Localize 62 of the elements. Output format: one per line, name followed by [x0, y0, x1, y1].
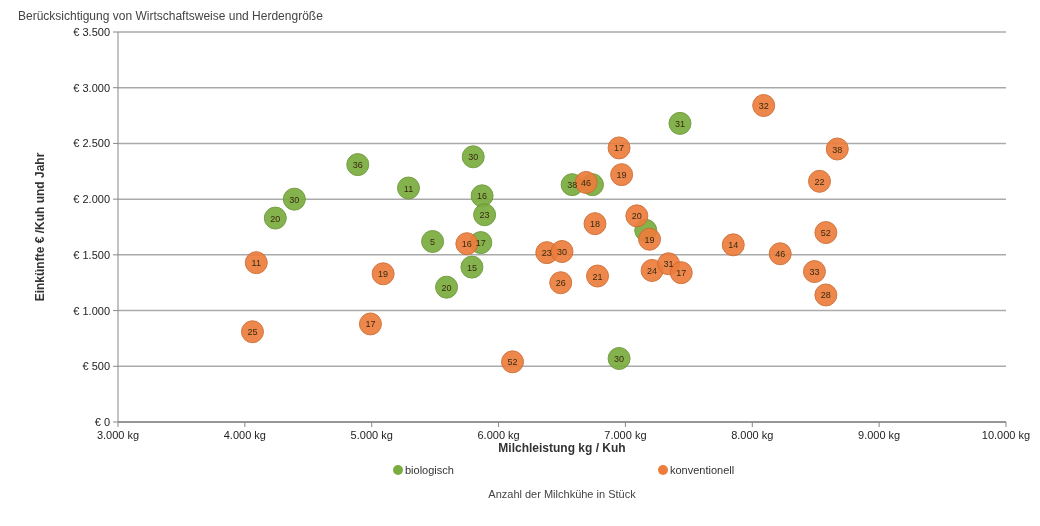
annotation: 25	[247, 327, 258, 338]
annotation: 20	[441, 282, 452, 293]
annotation: 46	[581, 177, 592, 188]
annotation: 17	[365, 319, 376, 330]
annotation: 18	[589, 219, 600, 230]
annotation: 23	[541, 248, 552, 259]
annotation: 11	[251, 258, 261, 269]
x-tick-label: 8.000 kg	[731, 429, 774, 441]
annotation: 17	[614, 143, 625, 154]
x-tick-label: 3.000 kg	[96, 429, 140, 441]
annotation: 14	[728, 240, 739, 251]
x-tick-label: 10.000 kg	[981, 429, 1031, 441]
annotation: 16	[477, 191, 488, 202]
annotation: 30	[289, 194, 300, 205]
annotation: 33	[809, 267, 820, 278]
y-axis-title: Einkünfte € /Kuh und Jahr	[33, 152, 47, 302]
annotation: 24	[647, 265, 658, 276]
annotation: 17	[676, 268, 687, 279]
annotation: 32	[758, 101, 769, 112]
annotation: 26	[555, 278, 566, 289]
annotation: 30	[556, 247, 568, 258]
x-tick-label: 7.000 kg	[604, 429, 647, 441]
y-tick-label: € 1.000	[73, 304, 110, 317]
y-tick-label: € 2.000	[73, 193, 110, 206]
annotation: 31	[663, 259, 674, 270]
x-tick-label: 9.000 kg	[858, 429, 901, 441]
annotation: 30	[614, 353, 625, 364]
annotation: 38	[832, 144, 843, 155]
text: Anzahl der Milchkühe in Stück	[488, 488, 637, 500]
annotation: 52	[820, 228, 831, 239]
annotation: 38	[567, 180, 578, 191]
annotation: 19	[616, 170, 627, 181]
x-tick-label: 5.000 kg	[350, 429, 393, 441]
annotation: 46	[775, 249, 786, 260]
y-tick-label: € 500	[82, 360, 110, 373]
annotation: 31	[674, 118, 685, 129]
annotation: 28	[820, 290, 831, 301]
annotation: 11	[403, 183, 414, 194]
y-tick-label: € 1.500	[73, 248, 110, 261]
annotation: 30	[468, 152, 479, 163]
legend-label: biologisch	[405, 464, 454, 476]
y-tick-label: € 2.500	[73, 137, 110, 150]
y-tick-label: € 3.500	[73, 26, 110, 38]
annotation: 36	[352, 160, 363, 171]
annotation: 15	[466, 262, 477, 273]
annotation: 20	[270, 213, 281, 224]
y-tick-label: € 3.000	[73, 81, 110, 94]
annotation: 16	[461, 239, 472, 250]
annotation: 52	[507, 357, 518, 368]
annotation: 23	[479, 210, 490, 221]
annotation: 19	[378, 269, 389, 280]
legend-label: konventionell	[670, 464, 735, 476]
annotation: 20	[631, 211, 642, 222]
chart-title: Berücksichtigung von Wirtschaftsweise und Herdengröße	[18, 9, 324, 23]
annotation: 19	[644, 234, 655, 245]
x-axis-title: Milchleistung kg / Kuh	[498, 441, 626, 455]
annotation: 22	[814, 176, 825, 187]
annotation: 21	[592, 271, 603, 282]
x-tick-label: 4.000 kg	[223, 429, 266, 441]
y-tick-label: € 0	[94, 416, 110, 428]
annotation: 5	[430, 236, 436, 247]
x-tick-label: 6.000 kg	[477, 429, 520, 441]
